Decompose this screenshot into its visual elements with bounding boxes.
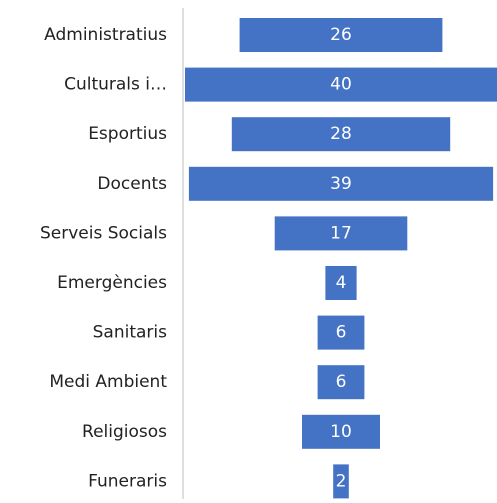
- category-label: Religiosos: [82, 422, 167, 442]
- bar: [274, 216, 408, 251]
- bar: [188, 166, 494, 201]
- data-label: 26: [330, 25, 352, 45]
- category-label: Esportius: [88, 124, 167, 144]
- data-label: 39: [330, 174, 352, 194]
- data-label: 6: [336, 323, 347, 343]
- data-label: 28: [330, 124, 352, 144]
- data-label: 4: [336, 273, 347, 293]
- data-label: 6: [336, 372, 347, 392]
- category-label: Funeraris: [88, 471, 167, 491]
- bar: [185, 67, 497, 102]
- category-label: Docents: [97, 174, 167, 194]
- category-label: Serveis Socials: [40, 223, 167, 243]
- category-label: Culturals i…: [64, 75, 167, 95]
- bar: [239, 18, 443, 52]
- data-label: 10: [330, 422, 352, 442]
- category-label: Emergències: [57, 273, 167, 293]
- category-label: Medi Ambient: [49, 372, 167, 392]
- bar: [302, 414, 380, 449]
- category-label: Administratius: [44, 25, 167, 45]
- bar: [317, 365, 365, 400]
- bar: [325, 266, 357, 300]
- bar: [317, 315, 365, 350]
- data-label: 40: [330, 75, 352, 95]
- data-label: 17: [330, 223, 352, 243]
- category-label: Sanitaris: [93, 323, 168, 343]
- data-label: 2: [336, 471, 347, 491]
- bar: [231, 117, 451, 152]
- bar: [333, 464, 349, 499]
